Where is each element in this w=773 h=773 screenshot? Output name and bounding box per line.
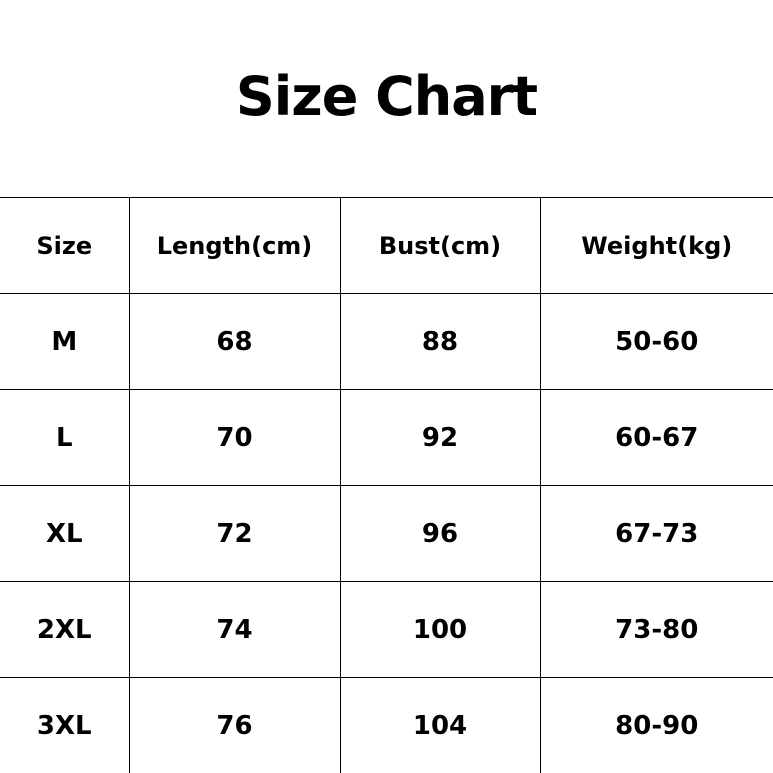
header-cell: Size	[0, 197, 129, 294]
table-cell: 67-73	[539, 485, 773, 582]
table-row: L 70 92 60-67	[0, 389, 773, 486]
header-cell: Bust(cm)	[339, 197, 540, 294]
table-cell: 2XL	[0, 581, 129, 678]
table-cell: 88	[339, 293, 540, 390]
table-cell: L	[0, 389, 129, 486]
table-cell: 96	[339, 485, 540, 582]
table-cell: XL	[0, 485, 129, 582]
table-row: 2XL 74 100 73-80	[0, 581, 773, 678]
table-cell: 76	[128, 677, 340, 773]
table-cell: 72	[128, 485, 340, 582]
table-cell: 60-67	[539, 389, 773, 486]
page-title: Size Chart	[235, 65, 538, 128]
table-cell: 3XL	[0, 677, 129, 773]
table-header-row: Size Length(cm) Bust(cm) Weight(kg)	[0, 197, 773, 294]
table-cell: 50-60	[539, 293, 773, 390]
table-row: M 68 88 50-60	[0, 293, 773, 390]
table-cell: 74	[128, 581, 340, 678]
table-cell: 68	[128, 293, 340, 390]
table-cell: 100	[339, 581, 540, 678]
table-row: 3XL 76 104 80-90	[0, 677, 773, 773]
size-table: Size Length(cm) Bust(cm) Weight(kg) M 68…	[0, 197, 773, 773]
header-cell: Length(cm)	[128, 197, 340, 294]
header-cell: Weight(kg)	[539, 197, 773, 294]
table-row: XL 72 96 67-73	[0, 485, 773, 582]
table-cell: 70	[128, 389, 340, 486]
table-cell: 92	[339, 389, 540, 486]
table-cell: 73-80	[539, 581, 773, 678]
table-cell: 104	[339, 677, 540, 773]
table-cell: M	[0, 293, 129, 390]
table-cell: 80-90	[539, 677, 773, 773]
